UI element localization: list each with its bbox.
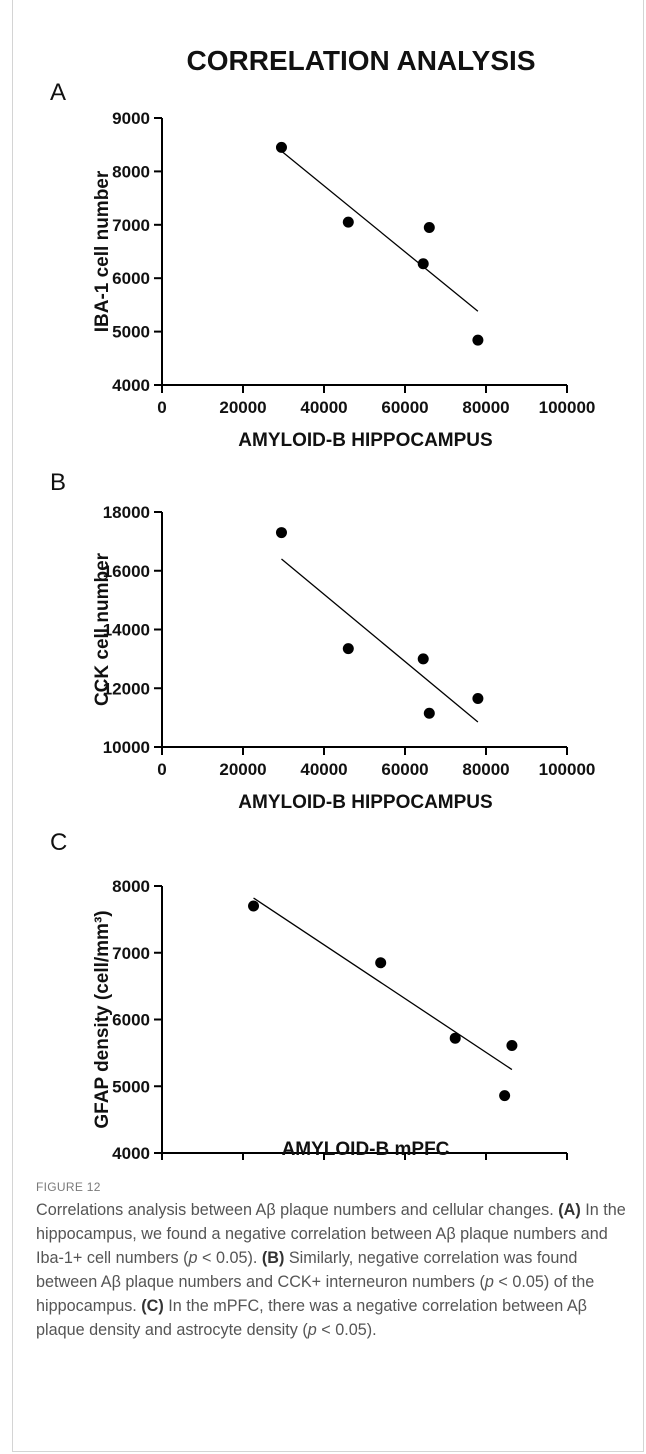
y-tick-label: 10000 — [103, 738, 150, 757]
x-tick-label: 40000 — [300, 398, 347, 417]
y-tick-label: 7000 — [112, 944, 150, 963]
y-tick-label: 14000 — [103, 621, 150, 640]
x-tick-label: 0 — [157, 398, 166, 417]
panel-b: B 0 20000 40000 60000 80000 100000 10000 12000 14… — [50, 469, 595, 813]
x-tick-label: 80000 — [462, 760, 509, 779]
caption-intro: Correlations analysis between Aβ plaque … — [36, 1201, 554, 1219]
y-tick-label: 16000 — [103, 562, 150, 581]
caption-tag-a: (A) — [558, 1201, 581, 1219]
x-axis-label: AMYLOID-B HIPPOCAMPUS — [238, 792, 492, 813]
regression-line — [281, 150, 479, 312]
figure-caption: FIGURE 12 Correlations analysis between … — [36, 1180, 626, 1342]
caption-part-c: (C) In the mPFC, there was a negative co… — [36, 1297, 587, 1339]
x-tick-label: 80000 — [462, 398, 509, 417]
data-point — [275, 141, 287, 153]
caption-tag-b: (B) — [261, 1249, 285, 1267]
x-axis-label: AMYLOID-B HIPPOCAMPUS — [238, 430, 492, 451]
x-tick-label: 60000 — [381, 398, 428, 417]
data-point — [506, 1040, 518, 1052]
caption-text-a: In the hippocampus, we found a negative … — [36, 1201, 626, 1267]
data-point — [248, 900, 260, 912]
x-tick-label: 40000 — [300, 760, 347, 779]
caption-tail-a: < 0.05). — [197, 1249, 258, 1267]
y-axis-label: IBA-1 cell number — [92, 170, 113, 332]
figure-title: CORRELATION ANALYSIS — [187, 45, 536, 76]
panel-a: A 0 20000 40000 60000 80000 100000 4000 5000 6000… — [50, 79, 595, 451]
data-point — [472, 334, 484, 346]
x-tick-label: 100000 — [539, 398, 596, 417]
y-tick-label: 7000 — [112, 216, 150, 235]
regression-line — [281, 558, 479, 723]
panel-letter: B — [50, 469, 66, 496]
y-tick-label: 8000 — [112, 162, 150, 181]
x-tick-label: 60000 — [381, 760, 428, 779]
data-point — [423, 707, 435, 719]
x-tick-label: 20000 — [219, 398, 266, 417]
y-tick-label: 9000 — [112, 109, 150, 128]
panel-letter: A — [50, 79, 66, 106]
data-point — [472, 693, 484, 705]
data-point — [342, 216, 354, 228]
y-tick-label: 5000 — [112, 323, 150, 342]
caption-part-a: (A) In the hippocampus, we found a negat… — [36, 1201, 626, 1267]
figure-frame — [12, 0, 644, 1452]
x-tick-label: 100000 — [539, 760, 596, 779]
y-axis-label: CCK cell number — [92, 552, 113, 706]
x-tick-label: 20000 — [219, 760, 266, 779]
chart-panels: A0 20000 40000 60000 80000 100000400050006000… — [50, 79, 595, 1160]
data-point — [417, 258, 429, 270]
caption-text-c: In the mPFC, there was a negative correl… — [36, 1297, 587, 1339]
caption-part-b: (B) Similarly, negative correlation was … — [36, 1249, 594, 1315]
y-tick-label: 4000 — [112, 376, 150, 395]
y-tick-label: 5000 — [112, 1077, 150, 1096]
caption-tail-c: < 0.05). — [316, 1321, 377, 1339]
y-tick-label: 8000 — [112, 877, 150, 896]
caption-tail-b: < 0.05) of the hippocampus. — [36, 1273, 595, 1315]
caption-tag-c: (C) — [141, 1297, 164, 1315]
caption-p-b: p — [484, 1273, 494, 1291]
y-axis-label: GFAP density (cell/mm³) — [92, 910, 113, 1128]
panel-letter: C — [50, 829, 67, 856]
data-point — [423, 221, 435, 233]
x-tick-label: 0 — [157, 760, 166, 779]
caption-p-c: p — [307, 1321, 317, 1339]
y-tick-label: 6000 — [112, 269, 150, 288]
caption-text: Correlations analysis between Aβ plaque … — [36, 1198, 626, 1342]
y-tick-label: 6000 — [112, 1011, 150, 1030]
caption-p-a: p — [188, 1249, 198, 1267]
y-tick-label: 12000 — [103, 679, 150, 698]
y-tick-label: 4000 — [112, 1144, 150, 1160]
data-point — [342, 643, 354, 655]
data-point — [375, 957, 387, 969]
panel-c: C400050006000700080009000400050006000700… — [50, 829, 568, 1160]
data-point — [499, 1090, 511, 1102]
data-point — [449, 1032, 461, 1044]
x-axis-label: AMYLOID-B mPFC — [282, 1139, 450, 1160]
regression-line — [253, 897, 513, 1071]
figure-chart: CORRELATION ANALYSIS A0 20000 40000 60000 80… — [50, 45, 595, 1160]
figure-label: FIGURE 12 — [36, 1180, 101, 1194]
data-point — [275, 527, 287, 539]
y-tick-label: 18000 — [103, 503, 150, 522]
caption-text-b: Similarly, negative correlation was foun… — [36, 1249, 578, 1291]
data-point — [417, 653, 429, 665]
